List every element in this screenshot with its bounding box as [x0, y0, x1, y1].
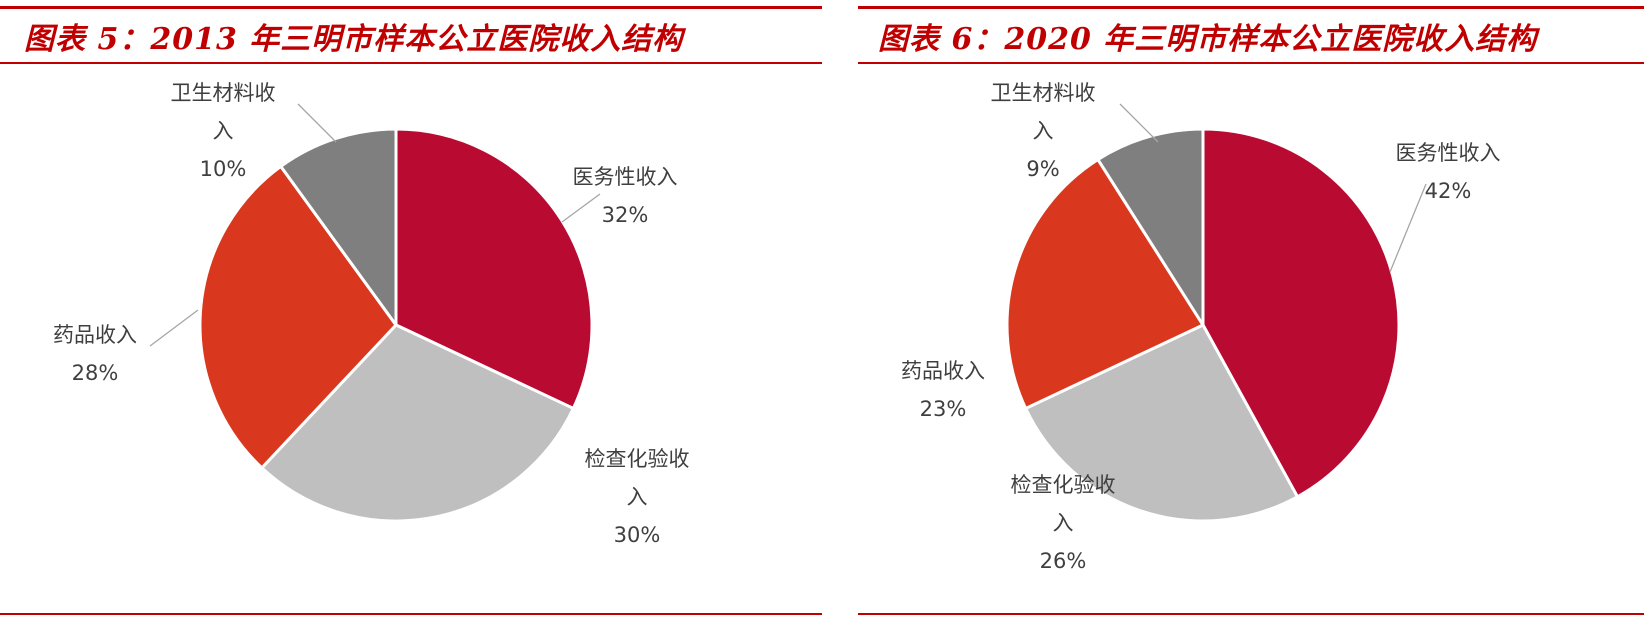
slice-value-label: 10% [200, 157, 247, 181]
slice-category-label: 入 [1033, 119, 1054, 143]
leader-line [1119, 103, 1159, 143]
chart-title: 图表 5：2013 年三明市样本公立医院收入结构 [24, 22, 684, 57]
pie-slice [1005, 158, 1205, 410]
slice-category-label: 卫生材料收 [991, 81, 1096, 105]
leader-line [297, 103, 337, 143]
slice-category-label: 检查化验收 [585, 447, 690, 471]
slice-value-label: 32% [602, 203, 649, 227]
top-rule [0, 6, 822, 9]
title-rule [0, 62, 822, 64]
pie-slice [198, 164, 398, 470]
bottom-rule [858, 613, 1644, 615]
slice-category-label: 入 [1053, 511, 1074, 535]
slice-category-label: 医务性收入 [1396, 141, 1501, 165]
chart-panel-2020: 图表 6：2020 年三明市样本公立医院收入结构 医务性收入 42% 检查化验收入 2… [858, 0, 1644, 623]
title-rule [858, 62, 1644, 64]
slice-category-label: 入 [627, 485, 648, 509]
slice-value-label: 30% [614, 523, 661, 547]
pie-slice [279, 127, 398, 327]
bottom-rule [0, 613, 822, 615]
pie-slice [1096, 127, 1205, 327]
slice-value-label: 26% [1040, 549, 1087, 573]
leader-line [149, 309, 199, 347]
top-rule [858, 6, 1644, 9]
slice-category-label: 卫生材料收 [171, 81, 276, 105]
leader-line [1389, 183, 1427, 273]
slice-value-label: 42% [1425, 179, 1472, 203]
pie-slice [260, 323, 575, 523]
slice-value-label: 9% [1026, 157, 1059, 181]
slice-category-label: 医务性收入 [573, 165, 678, 189]
slice-category-label: 入 [213, 119, 234, 143]
leader-line [561, 193, 601, 223]
slice-category-label: 药品收入 [53, 323, 137, 347]
pie-slice [1024, 323, 1299, 523]
chart-title: 图表 6：2020 年三明市样本公立医院收入结构 [878, 22, 1538, 57]
slice-category-label: 药品收入 [901, 359, 985, 383]
slice-value-label: 28% [72, 361, 119, 385]
slice-value-label: 23% [920, 397, 967, 421]
pie-slice [394, 127, 594, 410]
pie-slice [1201, 127, 1401, 499]
slice-category-label: 检查化验收 [1011, 473, 1116, 497]
chart-panel-2013: 图表 5：2013 年三明市样本公立医院收入结构 医务性收入 32% 检查化验收入 3… [0, 6, 822, 615]
